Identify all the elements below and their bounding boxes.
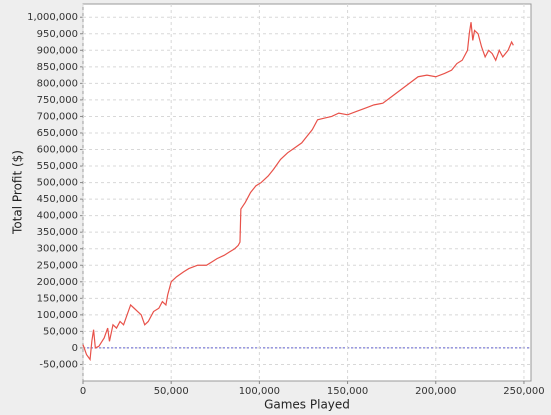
x-tick-label: 150,000 (327, 386, 368, 397)
y-tick-label: 1,000,000 (27, 12, 78, 23)
y-axis-title: Total Profit ($) (11, 150, 25, 235)
x-axis-title: Games Played (264, 398, 350, 412)
y-tick-label: 300,000 (37, 244, 78, 255)
x-tick-label: 250,000 (503, 386, 544, 397)
plot-area (82, 3, 532, 382)
y-tick-label: 700,000 (37, 111, 78, 122)
y-tick-label: 350,000 (37, 227, 78, 238)
y-tick-label: 500,000 (37, 178, 78, 189)
y-tick-label: 150,000 (37, 293, 78, 304)
x-tick-label: 50,000 (154, 386, 189, 397)
y-tick-label: 450,000 (37, 194, 78, 205)
y-tick-label: 600,000 (37, 145, 78, 156)
y-tick-label: 550,000 (37, 161, 78, 172)
x-tick-label: 100,000 (239, 386, 280, 397)
x-tick-label: 200,000 (415, 386, 456, 397)
x-tick-label: 0 (80, 386, 86, 397)
y-tick-label: 800,000 (37, 78, 78, 89)
profit-line (82, 22, 514, 362)
y-tick-label: 750,000 (37, 95, 78, 106)
y-tick-label: -50,000 (39, 359, 78, 370)
y-tick-label: 200,000 (37, 277, 78, 288)
y-tick-label: 0 (72, 343, 78, 354)
y-tick-label: 400,000 (37, 211, 78, 222)
y-tick-label: 900,000 (37, 45, 78, 56)
y-tick-label: 50,000 (43, 326, 78, 337)
y-tick-label: 100,000 (37, 310, 78, 321)
y-tick-label: 250,000 (37, 260, 78, 271)
y-tick-label: 950,000 (37, 29, 78, 40)
y-tick-label: 850,000 (37, 62, 78, 73)
y-tick-label: 650,000 (37, 128, 78, 139)
